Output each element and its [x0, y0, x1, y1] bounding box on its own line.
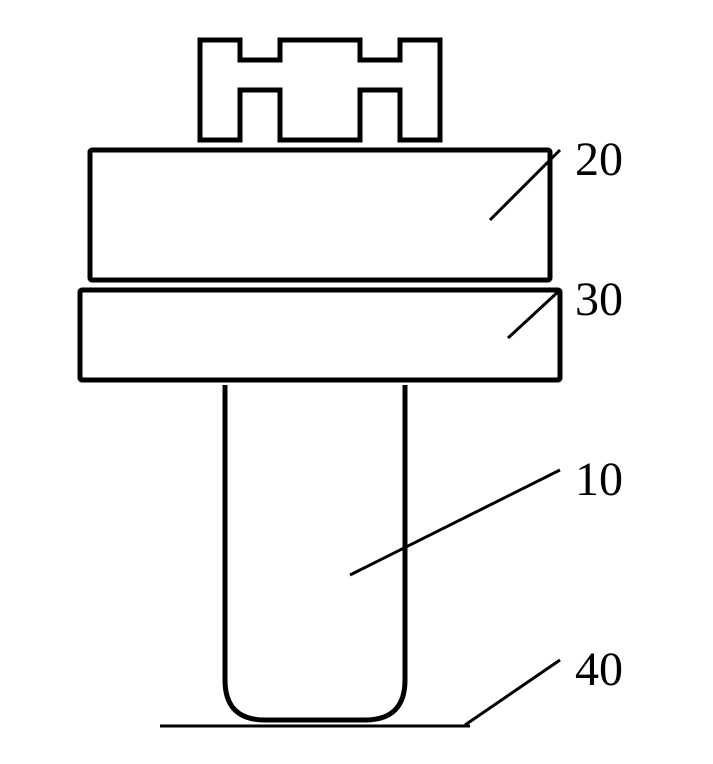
- top-bracket-outline: [200, 40, 440, 140]
- shaft-10: [225, 385, 405, 720]
- leader-30: [508, 290, 560, 338]
- leader-40: [465, 660, 560, 725]
- label-10: 10: [575, 453, 623, 506]
- label-40: 40: [575, 643, 623, 696]
- lower-block-30: [80, 290, 560, 380]
- leader-10: [350, 470, 560, 575]
- upper-block-20: [90, 150, 550, 280]
- label-30: 30: [575, 273, 623, 326]
- mechanical-cross-section-diagram: 20 30 10 40: [0, 0, 713, 764]
- label-20: 20: [575, 133, 623, 186]
